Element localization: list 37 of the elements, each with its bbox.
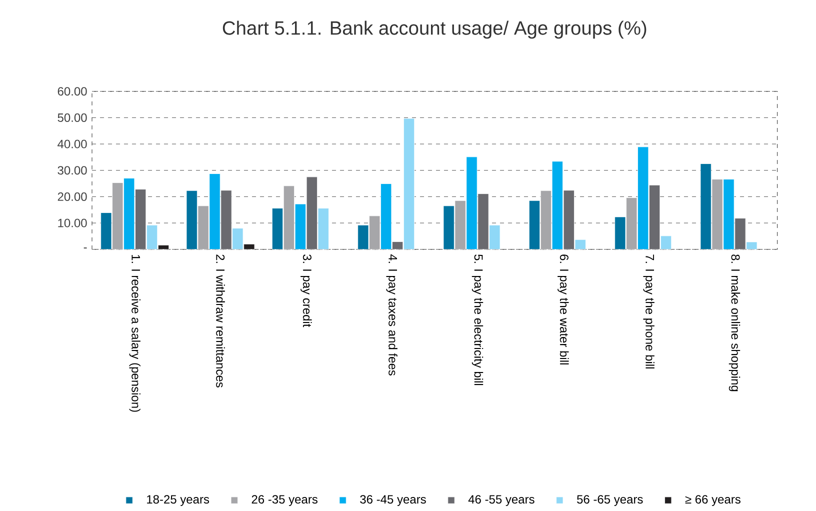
- y-tick-label: 40.00: [58, 140, 87, 148]
- bar: [540, 190, 552, 250]
- legend-label: 46 -55 years: [468, 495, 534, 506]
- bar: [734, 218, 746, 250]
- legend-label: 36 -45 years: [360, 495, 426, 506]
- bar: [626, 198, 638, 250]
- bar: [220, 190, 232, 250]
- legend-label: 26 -35 years: [252, 495, 318, 506]
- x-tick-label: 6. I pay the water bill: [558, 254, 569, 364]
- chart-title: Chart 5.1.1. Bank account usage/ Age groups (%): [222, 20, 646, 39]
- y-tick-label: 20.00: [58, 192, 87, 202]
- x-tick-label: 1. I receive a salary (pension): [129, 255, 140, 412]
- bar: [369, 216, 380, 250]
- x-tick-label: 2. I withdraw remittances: [216, 254, 225, 388]
- bar: [283, 186, 294, 250]
- bar: [306, 176, 318, 250]
- x-tick-label: 5. I pay the electricity bill: [472, 254, 484, 386]
- x-tick-label: 3. I pay credit: [300, 254, 312, 328]
- legend-label: 56 -65 years: [577, 495, 643, 506]
- bar: [135, 189, 146, 250]
- bar: [198, 206, 209, 250]
- bar: [712, 179, 723, 250]
- y-tick-label: 50.00: [58, 114, 87, 122]
- bar: [649, 184, 660, 250]
- y-tick-label: 60.00: [58, 87, 87, 96]
- bar: [454, 200, 466, 250]
- bar: [478, 194, 489, 250]
- x-tick-label: 7. I pay the phone bill: [643, 254, 654, 368]
- x-tick-label: 4. I pay taxes and fees: [386, 254, 398, 376]
- legend-label: ≥ 66 years: [685, 495, 740, 506]
- y-tick-label: 30.00: [58, 166, 87, 175]
- bar: [112, 182, 124, 250]
- y-tick-label: 10.00: [58, 218, 87, 228]
- x-tick-label: 8. I make online shopping: [728, 254, 740, 392]
- bar: [563, 190, 574, 250]
- y-tick-label: -: [84, 248, 87, 249]
- legend-label: 18-25 years: [147, 495, 210, 506]
